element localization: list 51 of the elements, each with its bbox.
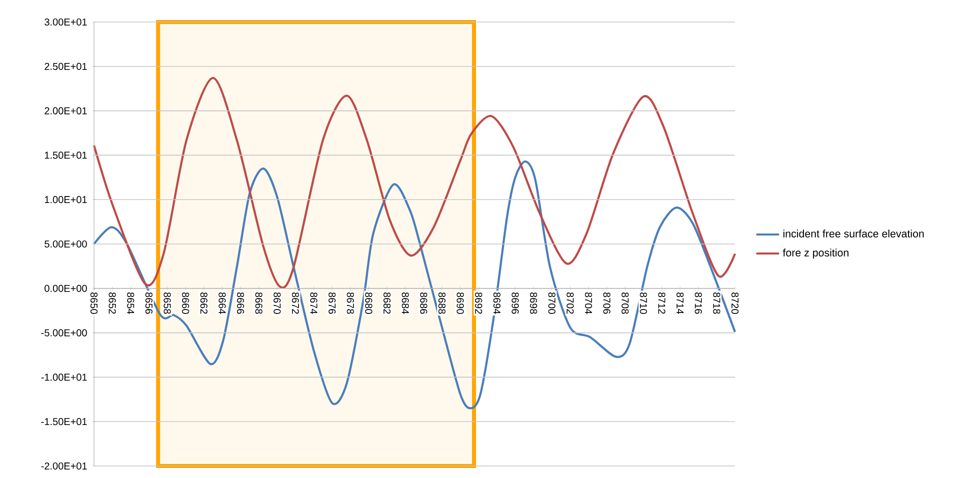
- y-tick-label: -1.50E+01: [41, 418, 87, 426]
- y-tick-label: -5.00E+00: [41, 329, 87, 336]
- x-tick-label: 8676: [328, 292, 336, 314]
- y-tick-label: -2.00E+01: [41, 462, 87, 470]
- x-tick-label: 8714: [676, 292, 684, 314]
- y-tick-label: 5.00E+00: [44, 240, 87, 248]
- line-series: [92, 160, 736, 410]
- x-tick-label: 8710: [640, 292, 647, 314]
- x-tick-label: 8674: [310, 292, 318, 314]
- x-tick-label: 8706: [603, 292, 610, 314]
- x-tick-label: 8700: [548, 292, 556, 314]
- x-tick-label: 8720: [731, 292, 739, 314]
- x-tick-label: 8718: [713, 292, 720, 314]
- x-tick-label: 8678: [346, 292, 354, 314]
- y-tick-label: 1.00E+01: [44, 196, 87, 204]
- x-tick-label: 8680: [365, 292, 372, 314]
- x-tick-label: 8666: [236, 292, 244, 314]
- x-tick-label: 8688: [438, 292, 446, 314]
- x-tick-label: 8652: [108, 292, 116, 314]
- legend-label: fore z position: [782, 248, 848, 259]
- x-tick-label: 8662: [200, 292, 208, 314]
- x-tick-label: 8696: [512, 292, 519, 314]
- y-tick-label: -1.00E+01: [41, 374, 87, 381]
- y-tick-label: 3.00E+01: [44, 18, 87, 26]
- x-tick-label: 8658: [164, 292, 171, 314]
- x-tick-label: 8654: [127, 292, 134, 314]
- x-tick-label: 8698: [530, 292, 538, 314]
- x-tick-label: 8656: [145, 292, 152, 314]
- x-tick-label: 8684: [402, 292, 409, 314]
- x-tick-label: 8672: [292, 292, 299, 314]
- x-tick-label: 8650: [90, 292, 98, 314]
- x-tick-label: 8702: [566, 292, 574, 314]
- x-tick-label: 8682: [383, 292, 391, 314]
- x-tick-label: 8716: [694, 292, 702, 314]
- legend-label: incident free surface elevation: [783, 230, 924, 238]
- x-tick-label: 8668: [255, 292, 262, 314]
- y-tick-label: 1.50E+01: [44, 152, 87, 159]
- line-series: [92, 76, 736, 288]
- y-tick-label: 0.00E+00: [44, 284, 87, 292]
- x-tick-label: 8704: [584, 292, 592, 314]
- y-tick-label: 2.00E+01: [44, 107, 87, 114]
- x-tick-label: 8660: [182, 292, 190, 314]
- y-tick-label: 2.50E+01: [44, 62, 87, 70]
- x-tick-label: 8686: [420, 292, 428, 314]
- x-tick-label: 8670: [274, 292, 281, 314]
- x-tick-label: 8708: [622, 292, 629, 314]
- x-tick-label: 8664: [218, 292, 226, 314]
- x-tick-label: 8690: [456, 292, 464, 314]
- x-tick-label: 8712: [658, 292, 666, 314]
- x-tick-label: 8692: [475, 292, 482, 314]
- x-tick-label: 8694: [493, 292, 500, 314]
